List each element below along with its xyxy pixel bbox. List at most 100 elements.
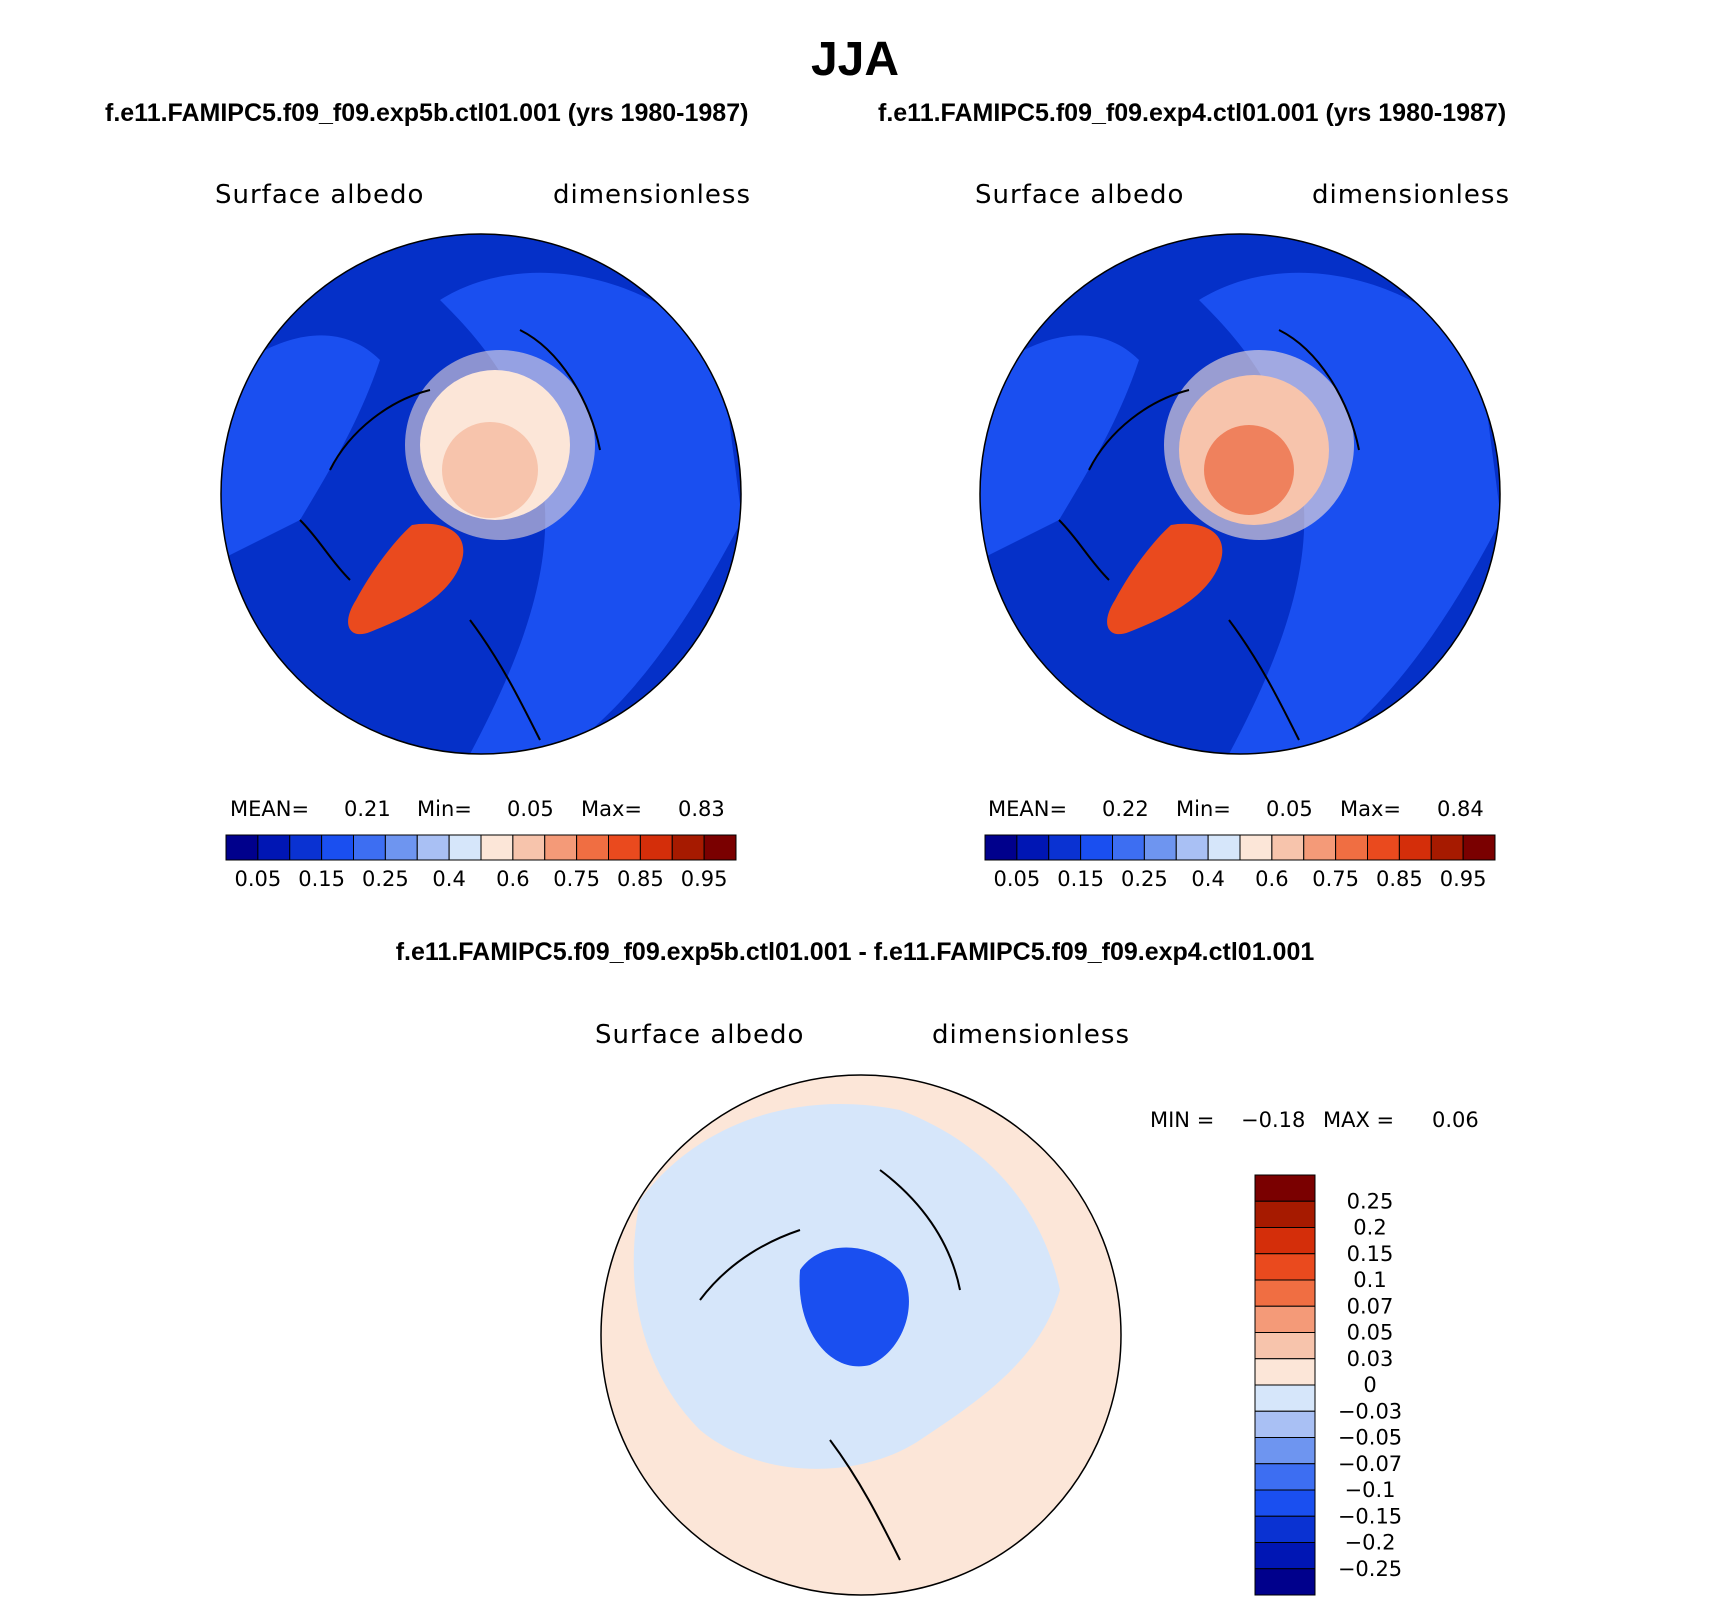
panel2-colorbar-swatch (1239, 834, 1273, 861)
panel1-colorbar-swatch (703, 834, 737, 861)
diff-colorbar-swatch (1254, 1568, 1316, 1596)
diff-min-value: −0.18 (1241, 1108, 1306, 1132)
diff-map-border (600, 1074, 1122, 1596)
diff-colorbar-swatch (1254, 1279, 1316, 1307)
panel2-colorbar-swatch (1016, 834, 1050, 861)
panel2-field (980, 234, 1500, 754)
panel2-colorbar-swatch (1207, 834, 1241, 861)
panel1-colorbar-tick-label: 0.05 (234, 867, 281, 891)
panel2-colorbar-swatch (1335, 834, 1368, 861)
panel2-colorbar-tick-label: 0.15 (1057, 867, 1104, 891)
diff-colorbar-swatch (1254, 1489, 1316, 1517)
diff-variable: Surface albedo (595, 1020, 805, 1050)
diff-colorbar-tick-label: 0.03 (1347, 1347, 1394, 1371)
panel2-colorbar-swatch (1303, 834, 1337, 861)
diff-coastline (699, 1169, 961, 1561)
panel2-variable: Surface albedo (975, 180, 1185, 210)
panel2-colorbar-swatch (1143, 834, 1177, 861)
panel2-min-value: 0.05 (1266, 797, 1313, 821)
panel2-colorbar-swatch (1398, 834, 1432, 861)
diff-max-value: 0.06 (1432, 1108, 1479, 1132)
diff-colorbar-swatch (1254, 1515, 1316, 1543)
diff-colorbar-swatch (1254, 1305, 1316, 1333)
panel2-coastline (1058, 329, 1360, 741)
diff-colorbar-swatch (1254, 1410, 1316, 1438)
panel2-mean-value: 0.22 (1102, 797, 1149, 821)
diff-colorbar-swatch (1254, 1358, 1316, 1386)
diff-colorbar-swatch (1254, 1463, 1316, 1491)
panel2-colorbar-tick-label: 0.75 (1312, 867, 1359, 891)
diff-title: f.e11.FAMIPC5.f09_f09.exp5b.ctl01.001 - … (395, 938, 1315, 966)
diff-colorbar-swatch (1254, 1227, 1316, 1255)
diff-colorbar-tick-label: 0.05 (1347, 1321, 1394, 1345)
diff-colorbar-tick-label: −0.1 (1345, 1478, 1396, 1502)
panel1-colorbar-swatch (416, 834, 450, 861)
panel2-max-label: Max= (1340, 797, 1402, 821)
diff-core-region (799, 1247, 909, 1367)
panel2-colorbar-swatch (1430, 834, 1464, 861)
panel1-field (221, 234, 741, 754)
panel2-map (979, 233, 1501, 755)
panel1-colorbar-tick-label: 0.15 (298, 867, 345, 891)
panel2-units: dimensionless (1312, 180, 1510, 210)
panel1-variable: Surface albedo (215, 180, 425, 210)
diff-colorbar-swatch (1254, 1200, 1316, 1228)
panel1-colorbar-swatch (671, 834, 705, 861)
diff-colorbar-tick-label: −0.03 (1338, 1399, 1402, 1423)
panel1-units: dimensionless (553, 180, 751, 210)
panel2-map-border (979, 233, 1501, 755)
diff-colorbar-tick-label: 0.15 (1347, 1242, 1394, 1266)
panel2-land-america (980, 335, 1139, 560)
panel2-colorbar-swatch (1271, 834, 1305, 861)
panel1-min-label: Min= (417, 797, 472, 821)
panel1-max-value: 0.83 (678, 797, 725, 821)
panel1-ice-core (442, 422, 538, 518)
panel1-max-label: Max= (581, 797, 643, 821)
diff-max-label: MAX = (1323, 1108, 1395, 1132)
case-b-title: f.e11.FAMIPC5.f09_f09.exp4.ctl01.001 (yr… (878, 99, 1507, 127)
diff-colorbar-swatch (1254, 1174, 1316, 1202)
panel1-colorbar-swatch (544, 834, 578, 861)
panel1-colorbar-swatch (289, 834, 323, 861)
panel1-greenland (348, 523, 464, 635)
diff-min-label: MIN = (1150, 1108, 1215, 1132)
panel1-min-value: 0.05 (507, 797, 554, 821)
diff-colorbar-swatch (1254, 1384, 1316, 1412)
panel1-colorbar: 0.05 0.15 0.25 0.4 0.6 0.75 0.85 0.95 (225, 834, 737, 891)
panel1-colorbar-tick-label: 0.4 (432, 867, 465, 891)
figure-title: JJA (810, 33, 900, 86)
panel2-colorbar-tick-label: 0.05 (993, 867, 1040, 891)
diff-colorbar-tick-label: −0.25 (1338, 1557, 1402, 1581)
panel2-colorbar-tick-label: 0.6 (1255, 867, 1288, 891)
diff-colorbar-tick-label: 0.1 (1353, 1268, 1386, 1292)
panel2-mean-label: MEAN= (988, 797, 1068, 821)
panel1-colorbar-tick-label: 0.25 (362, 867, 409, 891)
diff-colorbar-tick-label: −0.05 (1338, 1426, 1402, 1450)
panel1-colorbar-swatch (225, 834, 259, 861)
diff-colorbar-tick-label: −0.15 (1338, 1504, 1402, 1528)
panel2-colorbar-swatch (1048, 834, 1082, 861)
case-a-title: f.e11.FAMIPC5.f09_f09.exp5b.ctl01.001 (y… (105, 99, 749, 127)
panel1-colorbar-tick-label: 0.95 (681, 867, 728, 891)
diff-colorbar-tick-label: 0.2 (1353, 1216, 1386, 1240)
panel1-map (220, 233, 742, 755)
panel1-colorbar-swatch (321, 834, 354, 861)
panel2-colorbar-tick-label: 0.4 (1191, 867, 1224, 891)
panel1-mean-value: 0.21 (344, 797, 391, 821)
panel2-colorbar-swatch (1175, 834, 1209, 861)
diff-field (601, 1075, 1121, 1595)
panel2-colorbar-tick-label: 0.95 (1440, 867, 1487, 891)
diff-units: dimensionless (932, 1020, 1130, 1050)
diff-colorbar-swatch (1254, 1542, 1316, 1570)
diff-colorbar-tick-label: 0.25 (1347, 1189, 1394, 1213)
panel2-colorbar-swatch (1080, 834, 1113, 861)
diff-map (600, 1074, 1122, 1596)
panel1-colorbar-swatch (257, 834, 291, 861)
panel1-colorbar-swatch (608, 834, 641, 861)
panel1-colorbar-swatch (353, 834, 386, 861)
panel1-colorbar-tick-label: 0.6 (496, 867, 529, 891)
panel1-land-america (221, 335, 380, 560)
panel2-colorbar-swatch (1367, 834, 1400, 861)
panel1-colorbar-swatch (639, 834, 673, 861)
panel2-max-value: 0.84 (1437, 797, 1484, 821)
